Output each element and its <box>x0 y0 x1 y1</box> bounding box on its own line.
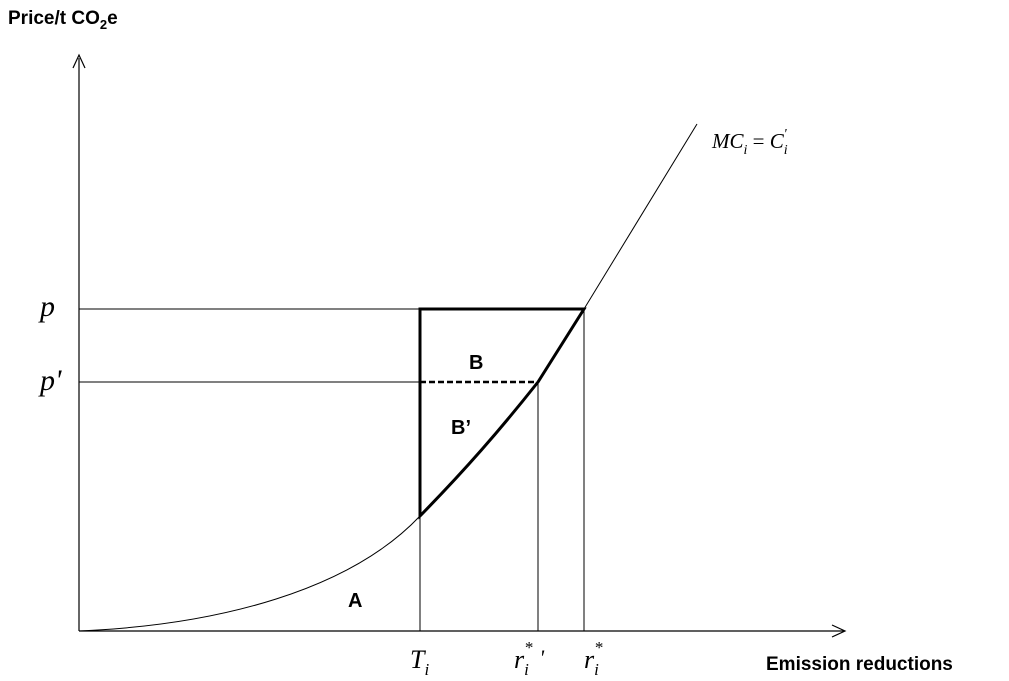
mc-curve-label: MCi = Ci' <box>711 127 788 158</box>
tick-label-t-i: Ti <box>410 645 429 679</box>
y-axis-title: Price/t CO2e <box>8 8 118 32</box>
y-axis-arrowhead <box>72 53 86 69</box>
tick-label-r-star: ri* <box>584 638 603 679</box>
x-axis-title: Emission reductions <box>766 654 953 675</box>
area-label-a: A <box>348 590 362 612</box>
region-b-outline <box>418 307 587 520</box>
area-label-b-prime: B’ <box>451 417 471 439</box>
tick-label-r-star-prime: ri* ' <box>514 638 544 679</box>
mc-curve-upper <box>583 123 698 310</box>
mc-curve-lower <box>78 515 421 632</box>
price-label-p-prime: p' <box>38 364 62 397</box>
area-label-b: B <box>469 352 483 374</box>
x-axis-arrowhead <box>831 624 847 638</box>
price-label-p: p <box>38 290 55 323</box>
